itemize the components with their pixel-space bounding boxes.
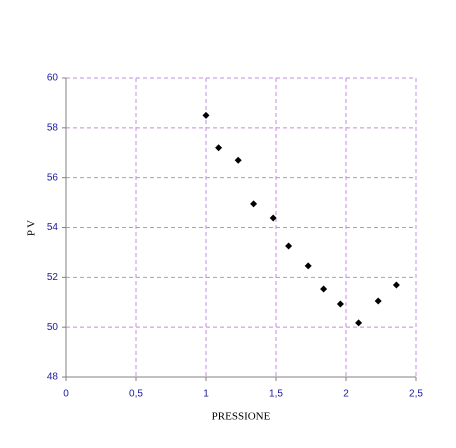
- y-axis-label: P V: [26, 220, 38, 236]
- point: [215, 144, 223, 152]
- point: [234, 156, 242, 164]
- y-tick-label: 58: [47, 122, 59, 133]
- y-tick-label: 50: [47, 322, 59, 333]
- y-tick-label: 60: [47, 73, 59, 84]
- point: [250, 200, 258, 208]
- x-tick-label: 2,5: [409, 389, 423, 400]
- point: [336, 300, 344, 308]
- x-tick-label: 1,5: [269, 389, 283, 400]
- y-tick-label: 54: [47, 222, 59, 233]
- point: [374, 297, 382, 305]
- y-tick-label: 52: [47, 272, 59, 283]
- point: [355, 319, 363, 327]
- x-tick-label: 0,5: [129, 389, 143, 400]
- point: [285, 242, 293, 250]
- point: [320, 285, 328, 293]
- x-tick-label: 2: [343, 389, 349, 400]
- x-tick-label: 1: [203, 389, 209, 400]
- x-axis-label: PRESSIONE: [212, 411, 271, 423]
- x-tick-label: 0: [63, 389, 69, 400]
- point: [202, 111, 210, 119]
- y-tick-label: 48: [47, 372, 59, 383]
- point: [392, 281, 400, 289]
- point: [304, 262, 312, 270]
- point: [269, 214, 277, 222]
- y-tick-label: 56: [47, 172, 59, 183]
